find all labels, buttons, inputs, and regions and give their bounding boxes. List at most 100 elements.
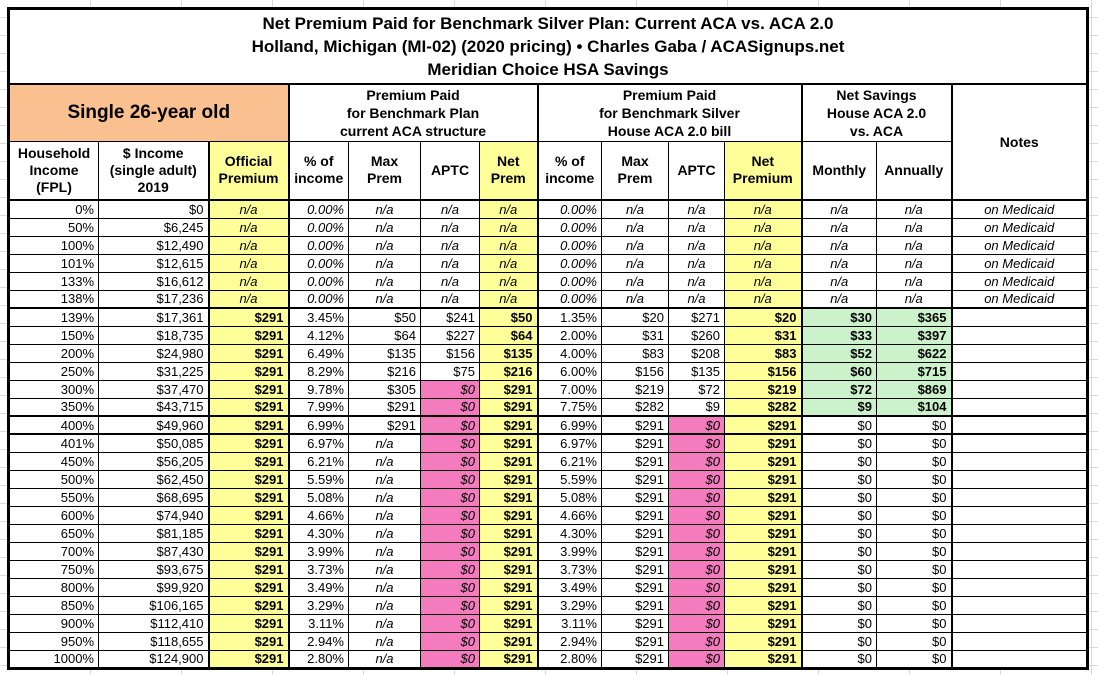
cell-pct2: 3.73% bbox=[537, 559, 602, 579]
cell-net1: $291 bbox=[479, 397, 539, 417]
cell-pct1: 0.00% bbox=[288, 271, 349, 291]
group-header-subject: Single 26-year old bbox=[8, 83, 290, 142]
cell-fpl: 700% bbox=[8, 541, 99, 561]
cell-income: $99,920 bbox=[98, 577, 210, 597]
cell-max1: n/a bbox=[348, 199, 421, 219]
cell-aptc2: $208 bbox=[668, 343, 725, 363]
cell-pct2: 4.00% bbox=[537, 343, 602, 363]
cell-monthly: n/a bbox=[801, 253, 877, 273]
cell-aptc2: n/a bbox=[668, 253, 725, 273]
cell-fpl: 800% bbox=[8, 577, 99, 597]
cell-pct2: 2.80% bbox=[537, 649, 602, 669]
cell-max1: n/a bbox=[348, 217, 421, 237]
cell-max2: $291 bbox=[601, 595, 669, 615]
cell-monthly: $72 bbox=[801, 379, 877, 399]
cell-net1: $291 bbox=[479, 415, 539, 435]
premium-comparison-table: Net Premium Paid for Benchmark Silver Pl… bbox=[7, 7, 1089, 670]
cell-annually: $0 bbox=[876, 595, 953, 615]
table-row: 800% $99,920 $291 3.49% n/a $0 $291 3.49% $291 $0… bbox=[8, 577, 1088, 597]
cell-net1: $291 bbox=[479, 613, 539, 633]
cell-official: $291 bbox=[208, 523, 290, 543]
table-row: 600% $74,940 $291 4.66% n/a $0 $291 4.66% $291 $0… bbox=[8, 505, 1088, 525]
cell-monthly: $0 bbox=[801, 613, 877, 633]
table-row: 1000% $124,900 $291 2.80% n/a $0 $291 2.80% $291… bbox=[8, 649, 1088, 669]
cell-aptc2: n/a bbox=[668, 289, 725, 309]
cell-fpl: 300% bbox=[8, 379, 99, 399]
cell-pct1: 6.21% bbox=[288, 451, 349, 471]
cell-max1: $135 bbox=[348, 343, 421, 363]
cell-pct1: 4.12% bbox=[288, 325, 349, 345]
cell-max2: $282 bbox=[601, 397, 669, 417]
cell-fpl: 150% bbox=[8, 325, 99, 345]
cell-annually: $0 bbox=[876, 469, 953, 489]
group-header-aca2: Premium Paid for Benchmark Silver House … bbox=[537, 83, 803, 142]
cell-pct1: 5.59% bbox=[288, 469, 349, 489]
cell-annually: $0 bbox=[876, 613, 953, 633]
cell-max1: $50 bbox=[348, 307, 421, 327]
cell-max2: n/a bbox=[601, 217, 669, 237]
cell-fpl: 900% bbox=[8, 613, 99, 633]
cell-net2: $31 bbox=[724, 325, 803, 345]
cell-monthly: $30 bbox=[801, 307, 877, 327]
cell-aptc1: $0 bbox=[420, 631, 480, 651]
cell-max2: $83 bbox=[601, 343, 669, 363]
cell-net2: $291 bbox=[724, 631, 803, 651]
cell-fpl: 500% bbox=[8, 469, 99, 489]
cell-net1: n/a bbox=[479, 271, 539, 291]
cell-aptc1: $0 bbox=[420, 487, 480, 507]
cell-pct2: 0.00% bbox=[537, 235, 602, 255]
cell-annually: $104 bbox=[876, 397, 953, 417]
cell-max2: $291 bbox=[601, 577, 669, 597]
title-line-3: Meridian Choice HSA Savings bbox=[427, 60, 669, 79]
cell-aptc1: $75 bbox=[420, 361, 480, 381]
column-header-aptc-aca2: APTC bbox=[668, 140, 725, 201]
cell-net1: $291 bbox=[479, 451, 539, 471]
cell-fpl: 401% bbox=[8, 433, 99, 453]
cell-net1: $291 bbox=[479, 595, 539, 615]
cell-aptc1: n/a bbox=[420, 289, 480, 309]
cell-net2: n/a bbox=[724, 253, 803, 273]
cell-aptc2: n/a bbox=[668, 235, 725, 255]
cell-monthly: $0 bbox=[801, 433, 877, 453]
cell-official: $291 bbox=[208, 505, 290, 525]
cell-net2: $291 bbox=[724, 451, 803, 471]
cell-max1: n/a bbox=[348, 289, 421, 309]
cell-max2: $291 bbox=[601, 451, 669, 471]
cell-max1: $216 bbox=[348, 361, 421, 381]
cell-max2: $20 bbox=[601, 307, 669, 327]
cell-official: $291 bbox=[208, 433, 290, 453]
table-row: 300% $37,470 $291 9.78% $305 $0 $291 7.00% $219 $… bbox=[8, 379, 1088, 399]
cell-net2: n/a bbox=[724, 289, 803, 309]
cell-notes: on Medicaid bbox=[951, 253, 1088, 273]
table-row: 750% $93,675 $291 3.73% n/a $0 $291 3.73% $291 $0… bbox=[8, 559, 1088, 579]
cell-fpl: 950% bbox=[8, 631, 99, 651]
cell-aptc2: $135 bbox=[668, 361, 725, 381]
cell-max2: $291 bbox=[601, 649, 669, 669]
cell-net2: $291 bbox=[724, 595, 803, 615]
cell-aptc2: $72 bbox=[668, 379, 725, 399]
cell-pct1: 4.66% bbox=[288, 505, 349, 525]
cell-max2: $291 bbox=[601, 487, 669, 507]
cell-net2: n/a bbox=[724, 217, 803, 237]
cell-net1: $291 bbox=[479, 577, 539, 597]
cell-fpl: 750% bbox=[8, 559, 99, 579]
cell-annually: $0 bbox=[876, 487, 953, 507]
cell-fpl: 138% bbox=[8, 289, 99, 309]
cell-income: $112,410 bbox=[98, 613, 210, 633]
cell-notes bbox=[951, 433, 1088, 453]
cell-pct1: 5.08% bbox=[288, 487, 349, 507]
cell-aptc1: $0 bbox=[420, 469, 480, 489]
cell-aptc1: $0 bbox=[420, 451, 480, 471]
cell-income: $17,361 bbox=[98, 307, 210, 327]
cell-net1: $291 bbox=[479, 433, 539, 453]
cell-fpl: 139% bbox=[8, 307, 99, 327]
cell-aptc1: n/a bbox=[420, 235, 480, 255]
cell-pct1: 3.11% bbox=[288, 613, 349, 633]
cell-max2: $291 bbox=[601, 523, 669, 543]
cell-max2: $291 bbox=[601, 505, 669, 525]
cell-aptc1: $241 bbox=[420, 307, 480, 327]
table-row: 101% $12,615 n/a 0.00% n/a n/a n/a 0.00% n/a n/a n… bbox=[8, 253, 1088, 273]
cell-max1: $305 bbox=[348, 379, 421, 399]
cell-income: $12,490 bbox=[98, 235, 210, 255]
cell-aptc1: $0 bbox=[420, 433, 480, 453]
